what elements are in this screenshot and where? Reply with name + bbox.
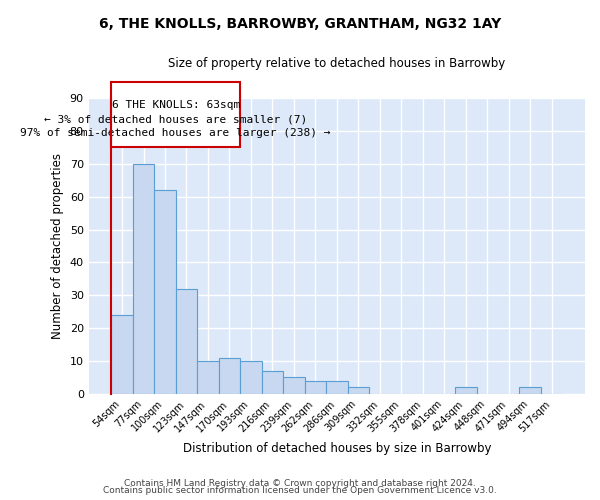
Bar <box>176 288 197 394</box>
Bar <box>197 361 219 394</box>
Bar <box>326 380 347 394</box>
X-axis label: Distribution of detached houses by size in Barrowby: Distribution of detached houses by size … <box>182 442 491 455</box>
Bar <box>133 164 154 394</box>
FancyBboxPatch shape <box>111 82 240 148</box>
Text: Contains HM Land Registry data © Crown copyright and database right 2024.: Contains HM Land Registry data © Crown c… <box>124 478 476 488</box>
Bar <box>219 358 240 394</box>
Bar <box>111 315 133 394</box>
Bar <box>455 388 476 394</box>
Y-axis label: Number of detached properties: Number of detached properties <box>51 153 64 339</box>
Bar <box>305 380 326 394</box>
Bar <box>240 361 262 394</box>
Bar <box>154 190 176 394</box>
Bar <box>347 388 369 394</box>
Text: 6, THE KNOLLS, BARROWBY, GRANTHAM, NG32 1AY: 6, THE KNOLLS, BARROWBY, GRANTHAM, NG32 … <box>99 18 501 32</box>
Bar <box>262 371 283 394</box>
Text: Contains public sector information licensed under the Open Government Licence v3: Contains public sector information licen… <box>103 486 497 495</box>
Text: 6 THE KNOLLS: 63sqm
← 3% of detached houses are smaller (7)
97% of semi-detached: 6 THE KNOLLS: 63sqm ← 3% of detached hou… <box>20 100 331 138</box>
Bar <box>283 378 305 394</box>
Bar <box>520 388 541 394</box>
Title: Size of property relative to detached houses in Barrowby: Size of property relative to detached ho… <box>168 58 505 70</box>
